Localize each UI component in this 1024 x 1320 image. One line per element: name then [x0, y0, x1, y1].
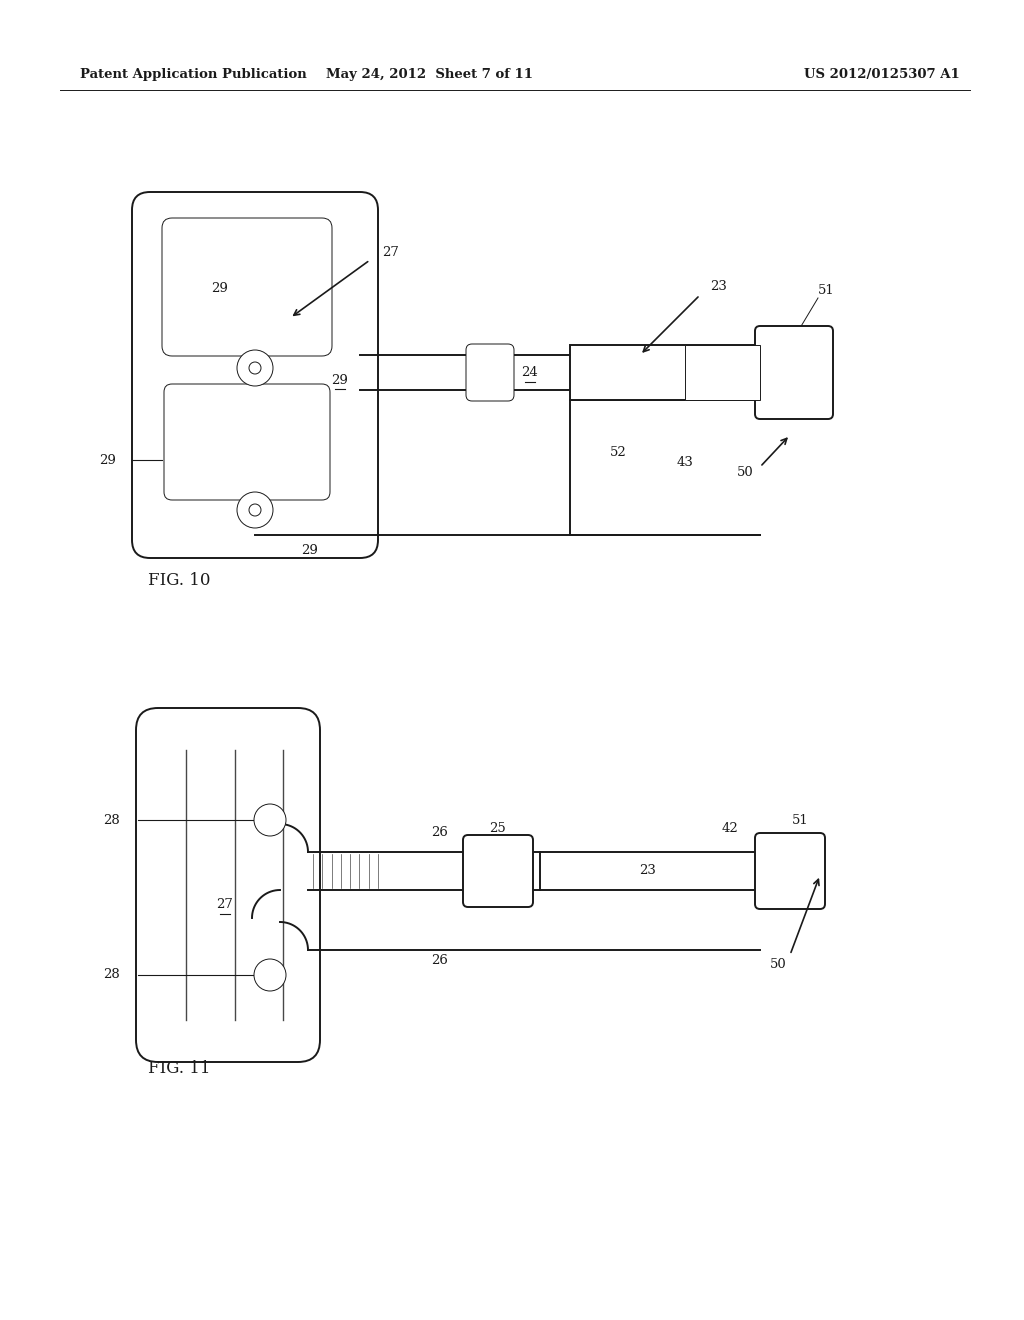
Text: 42: 42 [722, 821, 738, 834]
Text: 28: 28 [103, 813, 121, 826]
Text: 25: 25 [489, 821, 507, 834]
FancyBboxPatch shape [463, 836, 534, 907]
FancyBboxPatch shape [164, 384, 330, 500]
Text: 28: 28 [103, 969, 121, 982]
FancyBboxPatch shape [755, 326, 833, 418]
Circle shape [249, 504, 261, 516]
Text: 43: 43 [677, 455, 693, 469]
Text: 26: 26 [431, 825, 449, 838]
FancyBboxPatch shape [132, 191, 378, 558]
Circle shape [237, 492, 273, 528]
FancyBboxPatch shape [755, 833, 825, 909]
Bar [570, 345, 760, 400]
Text: 26: 26 [431, 953, 449, 966]
Circle shape [237, 350, 273, 385]
Text: 24: 24 [521, 367, 539, 380]
Text: 51: 51 [818, 284, 835, 297]
Text: FIG. 10: FIG. 10 [148, 572, 211, 589]
Text: 23: 23 [640, 865, 656, 878]
Text: 29: 29 [212, 281, 228, 294]
FancyBboxPatch shape [466, 345, 514, 401]
Text: US 2012/0125307 A1: US 2012/0125307 A1 [804, 69, 961, 81]
FancyBboxPatch shape [162, 218, 332, 356]
Text: 50: 50 [736, 466, 754, 479]
Text: 52: 52 [609, 446, 627, 458]
Text: FIG. 11: FIG. 11 [148, 1060, 211, 1077]
Text: 27: 27 [216, 899, 233, 912]
Text: 51: 51 [792, 813, 808, 826]
Text: 23: 23 [710, 281, 727, 293]
Text: 29: 29 [301, 544, 318, 557]
Text: Patent Application Publication: Patent Application Publication [80, 69, 307, 81]
Text: 50: 50 [770, 958, 786, 972]
Bar [685, 345, 760, 400]
Text: May 24, 2012  Sheet 7 of 11: May 24, 2012 Sheet 7 of 11 [327, 69, 534, 81]
FancyBboxPatch shape [136, 708, 319, 1063]
Circle shape [254, 804, 286, 836]
Circle shape [254, 960, 286, 991]
Bar [540, 851, 760, 890]
Circle shape [249, 362, 261, 374]
Text: 24: 24 [497, 865, 513, 878]
Text: 29: 29 [332, 374, 348, 387]
Text: 27: 27 [382, 246, 399, 259]
Text: 29: 29 [99, 454, 117, 466]
